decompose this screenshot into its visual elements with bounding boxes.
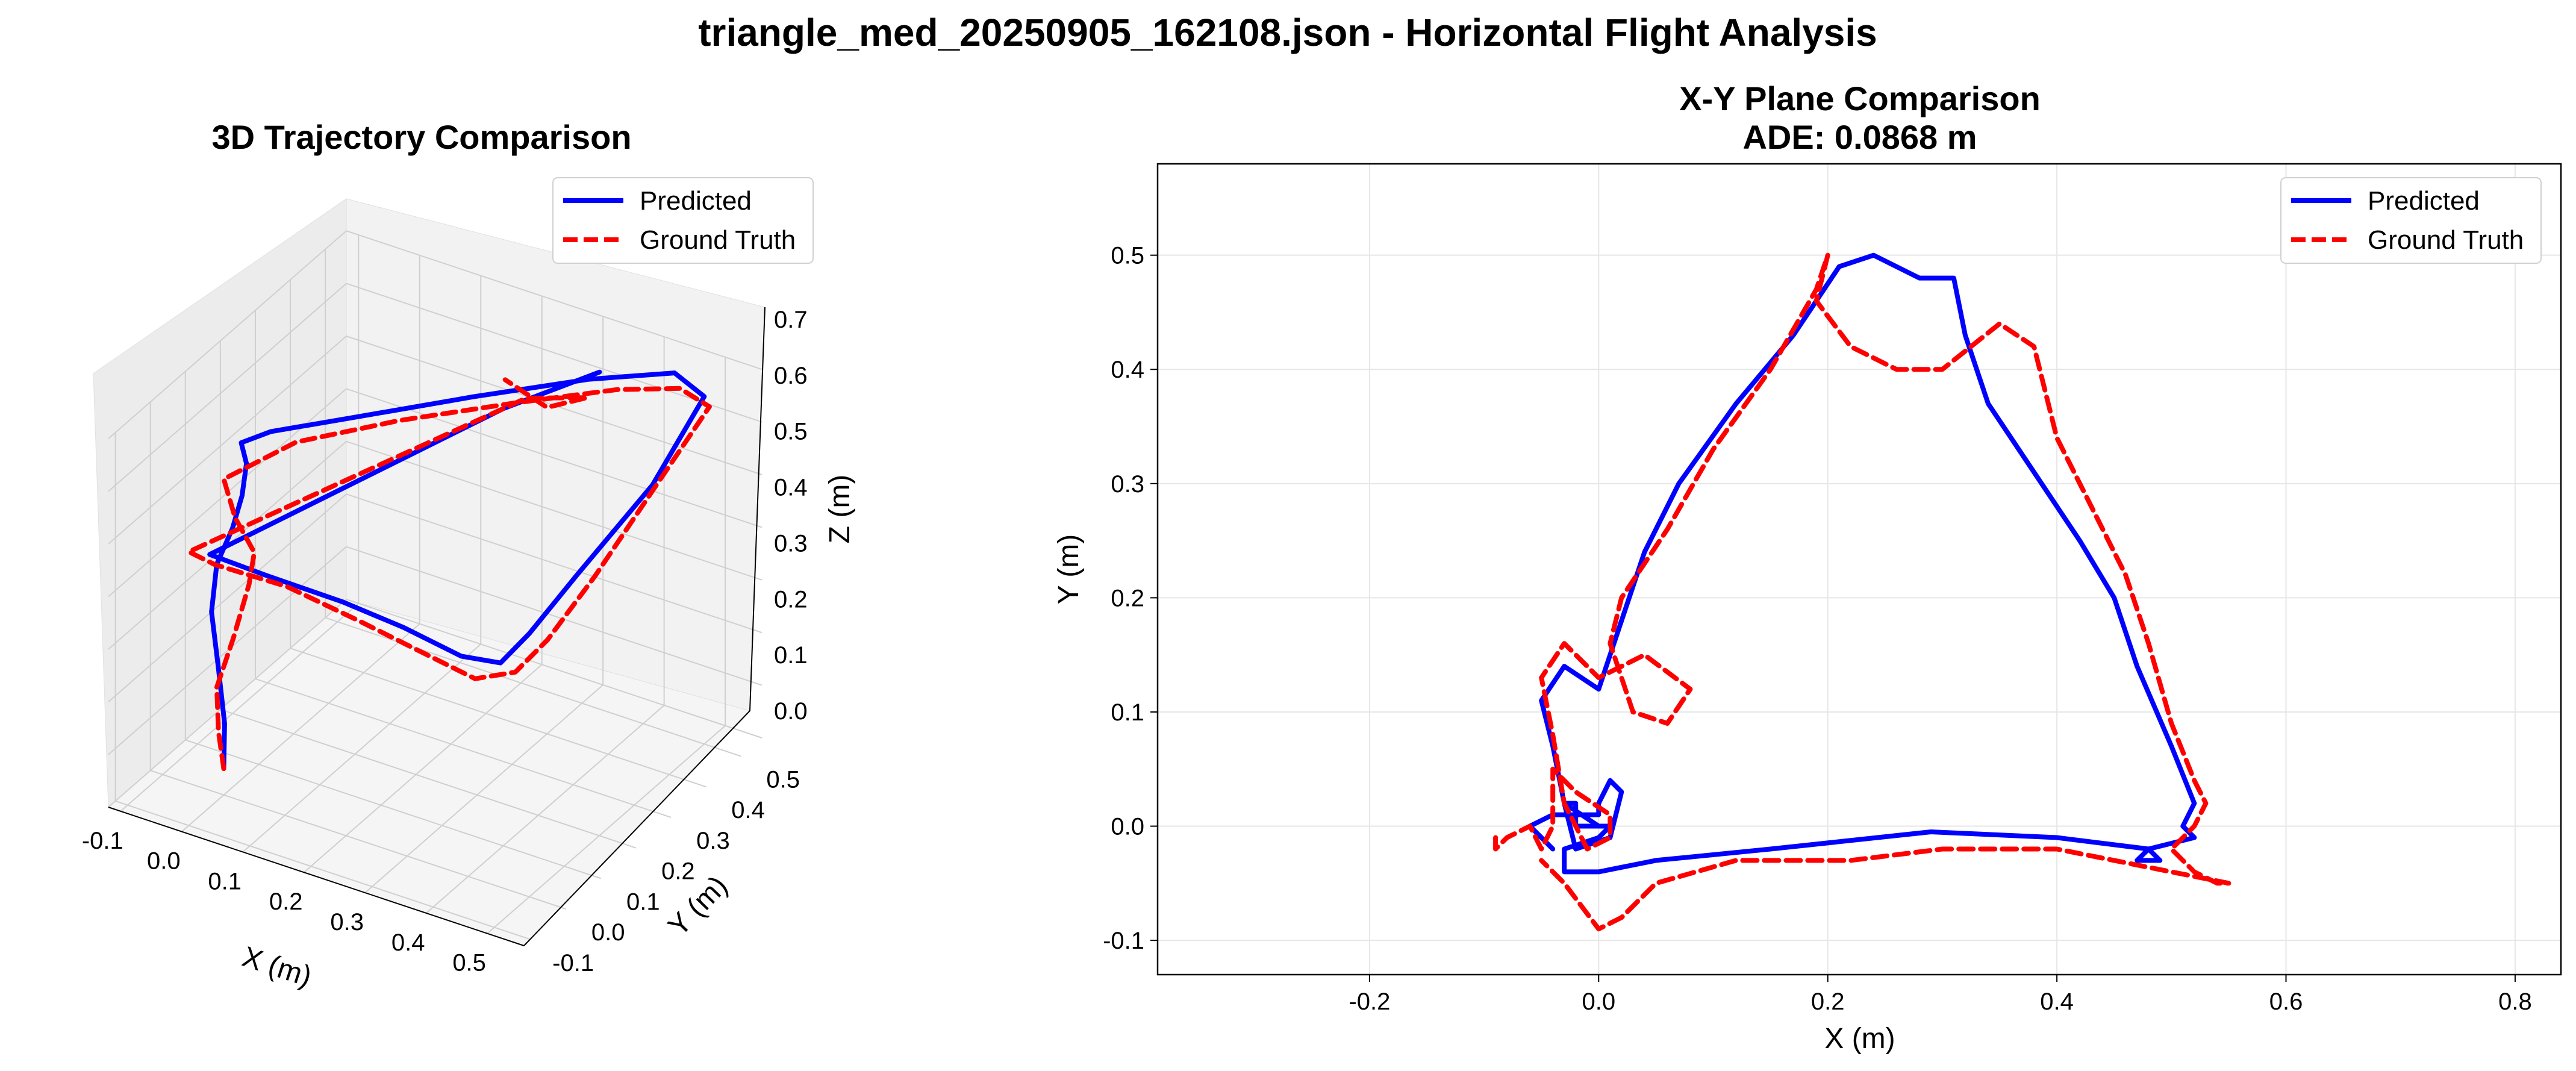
- x-tick-label-3d: 0.1: [208, 868, 242, 895]
- z-tick-label-3d: 0.2: [774, 586, 808, 613]
- series-line-ground-truth: [1493, 252, 2231, 932]
- z-tick-label-3d: 0.0: [774, 698, 808, 725]
- left-wall-gridline: [108, 283, 347, 492]
- series-3d-line-predicted: [207, 369, 707, 771]
- back-wall-gridline: [346, 440, 763, 581]
- x-tick-label-3d: -0.1: [82, 828, 123, 854]
- back-wall-gridline: [346, 599, 763, 738]
- floor-gridline-x: [181, 623, 420, 832]
- floor-gridline-y: [255, 678, 672, 818]
- ticks-2d: -0.2 0.0 0.2 0.4 0.6 0.8 -0.1 0.0 0.1 0.2 0.3 0.4 0.…: [1103, 243, 2532, 1015]
- y-tick-label: 0.4: [1111, 357, 1144, 383]
- floor-gridline-x: [425, 705, 665, 914]
- floor-gridline-x: [487, 725, 726, 934]
- legend-3d: Predicted Ground Truth: [552, 177, 814, 264]
- x-axis-label-3d: X (m): [239, 941, 316, 993]
- y-tick-label: 0.1: [1111, 699, 1144, 726]
- grid-2d: [1158, 164, 2561, 975]
- floor-gridline-x: [120, 603, 359, 812]
- y-tick-label: -0.1: [1103, 928, 1144, 954]
- series-3d: [186, 369, 712, 771]
- y-axis-line-3d: [523, 710, 750, 946]
- z-axis-label-3d: Z (m): [824, 475, 856, 544]
- legend-3d-predicted-label: Predicted: [640, 186, 752, 216]
- left-wall-gridline: [108, 230, 347, 439]
- legend-2d-predicted-label: Predicted: [2368, 186, 2480, 216]
- z-tick-label-3d: 0.1: [774, 642, 808, 669]
- z-tick-label-3d: 0.7: [774, 307, 808, 333]
- legend-2d: Predicted Ground Truth: [2280, 177, 2542, 264]
- y-tick-label: 0.3: [1111, 471, 1144, 498]
- back-wall-gridline: [346, 493, 763, 634]
- back-wall-gridline: [346, 388, 763, 528]
- chart-3d-trajectory: 3D Trajectory Comparison -0.10.00.10.20.…: [82, 118, 856, 993]
- left-wall-gridline: [108, 493, 347, 702]
- x-tick-label: 0.4: [2040, 988, 2074, 1015]
- figure-title: triangle_med_20250905_162108.json - Hori…: [698, 11, 1877, 54]
- x-tick-label: -0.2: [1349, 988, 1390, 1015]
- series-2d: [1493, 252, 2231, 932]
- series-3d-line-ground-truth: [186, 377, 712, 771]
- y-tick-label-3d: 0.4: [731, 797, 765, 823]
- y-tick-label: 0.5: [1111, 243, 1144, 269]
- floor-gridline-y: [185, 739, 602, 879]
- floor-gridline-x: [304, 664, 543, 873]
- chart-xy-plane: X-Y Plane Comparison ADE: 0.0868 m -0.2 0…: [1053, 80, 2562, 1055]
- plot-area-frame: [1156, 163, 2562, 976]
- y-tick-label-3d: 0.0: [591, 919, 625, 946]
- y-tick-label-3d: 0.5: [766, 766, 800, 793]
- left-wall-gridline: [108, 336, 347, 545]
- y-tick-label-3d: 0.1: [626, 888, 660, 915]
- x-tick-label-3d: 0.4: [391, 929, 425, 956]
- x-tick-label-3d: 0.5: [452, 950, 486, 976]
- y-tick-label-3d: 0.2: [661, 858, 695, 885]
- x-tick-label: 0.6: [2269, 988, 2303, 1015]
- x-tick-label: 0.8: [2498, 988, 2532, 1015]
- chart-3d-title: 3D Trajectory Comparison: [211, 118, 631, 156]
- floor-gridline-y: [290, 648, 706, 788]
- x-tick-label-3d: 0.2: [269, 888, 303, 915]
- chart-xy-subtitle: ADE: 0.0868 m: [1742, 118, 1977, 156]
- y-tick-label: 0.2: [1111, 585, 1144, 611]
- x-axis-line-3d: [108, 807, 525, 946]
- x-tick-label: 0.0: [1582, 988, 1615, 1015]
- y-tick-label-3d: 0.3: [696, 828, 730, 854]
- back-wall-gridline: [346, 230, 763, 370]
- back-wall-gridline: [346, 546, 763, 686]
- x-tick-label: 0.2: [1811, 988, 1845, 1015]
- y-tick-label-3d: -0.1: [552, 950, 594, 976]
- legend-3d-ground-truth-label: Ground Truth: [640, 225, 796, 255]
- grid-3d: [108, 230, 763, 940]
- floor-gridline-y: [325, 617, 741, 757]
- floor-gridline-x: [364, 684, 603, 893]
- ticks-3d: -0.10.00.10.20.30.40.5 -0.10.00.10.20.30.…: [82, 307, 808, 976]
- x-tick-label-3d: 0.0: [147, 848, 181, 875]
- z-tick-label-3d: 0.3: [774, 530, 808, 557]
- z-tick-label-3d: 0.6: [774, 363, 808, 389]
- y-tick-label: 0.0: [1111, 814, 1144, 840]
- legend-2d-ground-truth-label: Ground Truth: [2368, 225, 2524, 255]
- floor-gridline-y: [115, 800, 531, 940]
- z-tick-label-3d: 0.4: [774, 475, 808, 501]
- left-wall-gridline: [108, 599, 347, 808]
- left-wall-gridline: [108, 546, 347, 755]
- y-axis-label-2d: Y (m): [1053, 534, 1085, 604]
- series-line-predicted: [1527, 252, 2197, 875]
- x-axis-label-2d: X (m): [1824, 1023, 1895, 1055]
- floor-gridline-y: [220, 708, 637, 849]
- z-tick-label-3d: 0.5: [774, 419, 808, 445]
- x-tick-label-3d: 0.3: [330, 909, 364, 935]
- floor-gridline-x: [242, 643, 481, 853]
- floor-gridline-y: [150, 770, 567, 910]
- z-axis-line-3d: [749, 307, 766, 711]
- chart-xy-title: X-Y Plane Comparison: [1679, 80, 2041, 117]
